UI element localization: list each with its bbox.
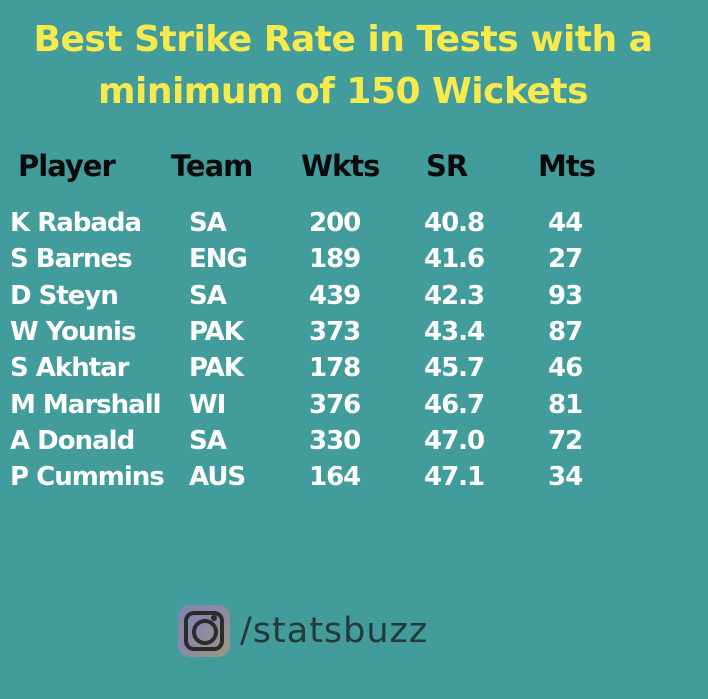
cell-player-row-7: A Donald bbox=[10, 425, 135, 456]
cell-player-row-2: S Barnes bbox=[10, 244, 133, 275]
social-handle: /statsbuzz bbox=[240, 611, 429, 651]
chart-title: Best Strike Rate in Tests with a minimum… bbox=[0, 14, 686, 118]
column-header-player: Player bbox=[18, 149, 116, 183]
cell-team-row-5: PAK bbox=[189, 353, 244, 384]
chart-title-line-2: minimum of 150 Wickets bbox=[97, 71, 589, 112]
cell-sr-row-5: 45.7 bbox=[424, 353, 485, 384]
cell-mts-row-6: 81 bbox=[548, 389, 583, 420]
cell-wkts-row-8: 164 bbox=[309, 462, 361, 493]
cell-mts-row-7: 72 bbox=[548, 425, 583, 456]
cell-mts-row-8: 34 bbox=[548, 462, 583, 493]
cell-player-row-3: D Steyn bbox=[10, 280, 119, 311]
cell-wkts-row-1: 200 bbox=[309, 208, 361, 238]
cell-team-row-3: SA bbox=[189, 280, 227, 311]
cell-mts-row-4: 87 bbox=[548, 316, 583, 347]
cell-team-row-1: SA bbox=[189, 208, 227, 238]
column-header-sr: SR bbox=[426, 149, 468, 183]
cell-sr-row-1: 40.8 bbox=[424, 208, 485, 238]
cell-mts-row-2: 27 bbox=[548, 244, 583, 275]
column-header-mts: Mts bbox=[538, 149, 596, 183]
cell-player-row-5: S Akhtar bbox=[10, 353, 129, 384]
instagram-icon bbox=[178, 605, 230, 657]
cell-player-row-6: M Marshall bbox=[10, 389, 162, 420]
cell-team-row-4: PAK bbox=[189, 316, 244, 347]
cell-team-row-7: SA bbox=[189, 425, 227, 456]
column-header-team: Team bbox=[171, 149, 253, 183]
cell-wkts-row-6: 376 bbox=[309, 389, 361, 420]
cell-player-row-4: W Younis bbox=[10, 316, 136, 347]
social-footer: /statsbuzz bbox=[178, 604, 428, 658]
cell-wkts-row-5: 178 bbox=[309, 353, 361, 384]
cell-mts-row-3: 93 bbox=[548, 280, 583, 311]
cell-sr-row-4: 43.4 bbox=[424, 316, 485, 347]
cell-team-row-2: ENG bbox=[189, 244, 248, 275]
cell-wkts-row-2: 189 bbox=[309, 244, 361, 275]
cell-wkts-row-3: 439 bbox=[309, 280, 361, 311]
cell-sr-row-2: 41.6 bbox=[424, 244, 485, 275]
cell-team-row-6: WI bbox=[189, 389, 226, 420]
cell-sr-row-3: 42.3 bbox=[424, 280, 485, 311]
cell-mts-row-5: 46 bbox=[548, 353, 583, 384]
cell-sr-row-6: 46.7 bbox=[424, 389, 485, 420]
cell-sr-row-8: 47.1 bbox=[424, 462, 485, 493]
cell-sr-row-7: 47.0 bbox=[424, 425, 485, 456]
cell-player-row-1: K Rabada bbox=[10, 208, 142, 238]
cell-team-row-8: AUS bbox=[189, 462, 246, 493]
cell-wkts-row-4: 373 bbox=[309, 316, 361, 347]
chart-title-line-1: Best Strike Rate in Tests with a bbox=[33, 19, 653, 60]
cell-wkts-row-7: 330 bbox=[309, 425, 361, 456]
column-header-wkts: Wkts bbox=[301, 149, 380, 183]
cell-mts-row-1: 44 bbox=[548, 208, 583, 238]
cell-player-row-8: P Cummins bbox=[10, 462, 165, 493]
